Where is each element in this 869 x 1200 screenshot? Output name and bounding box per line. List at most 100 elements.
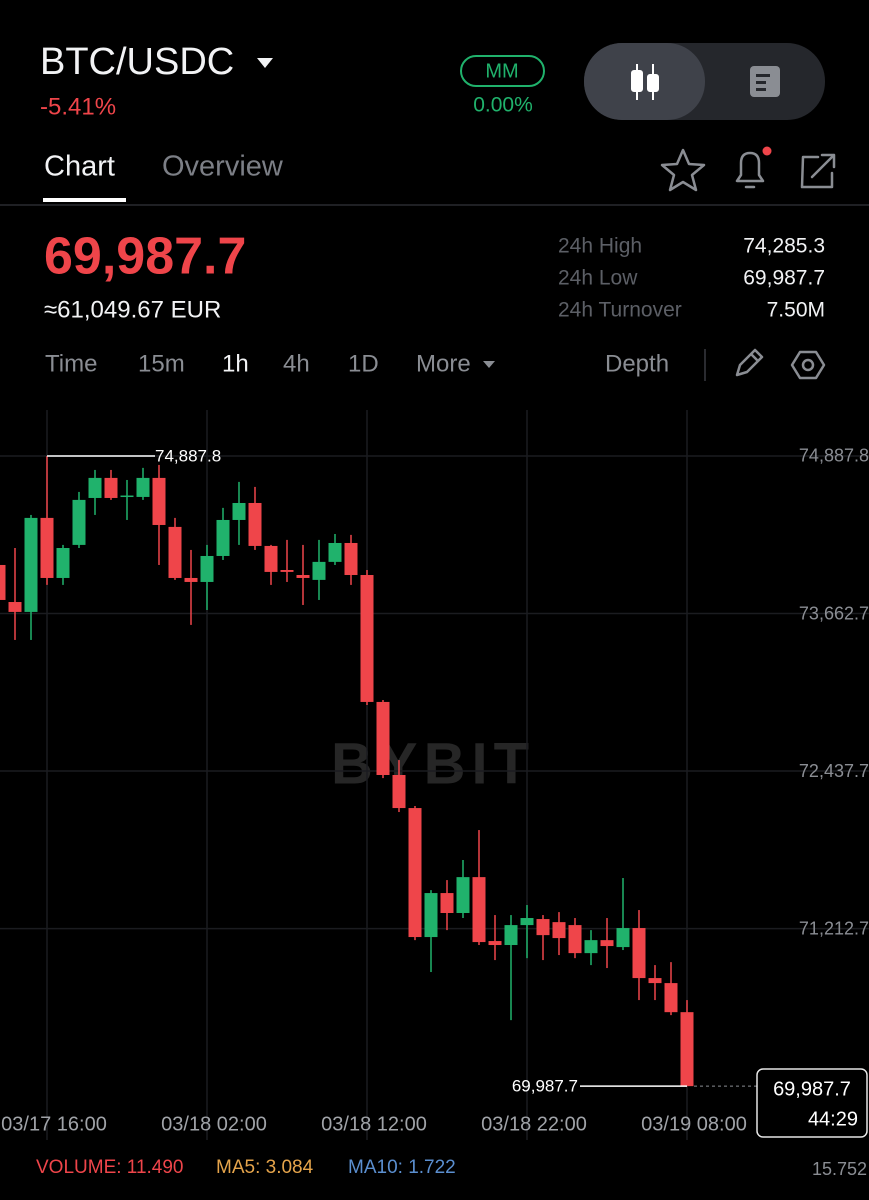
candle-body — [616, 928, 630, 948]
candle-body — [312, 561, 326, 580]
candle-body — [488, 941, 502, 946]
pair-dropdown[interactable] — [257, 58, 273, 68]
candle-body — [568, 925, 582, 954]
interval-tab[interactable]: 1D — [348, 350, 379, 377]
candle-body — [264, 545, 278, 572]
ma5-label: MA5: 3.084 — [216, 1157, 314, 1178]
interval-tab[interactable]: 1h — [222, 350, 249, 377]
candle-view-button[interactable] — [584, 43, 705, 120]
candle-body — [120, 495, 134, 498]
tab-overview[interactable]: Overview — [162, 151, 284, 183]
candle-body — [104, 477, 118, 498]
candle-icon — [631, 64, 659, 100]
interval-tab[interactable]: 15m — [138, 350, 185, 377]
draw-icon[interactable] — [735, 348, 764, 377]
x-tick-label: 03/19 08:00 — [641, 1113, 747, 1135]
watermark: BYBIT — [331, 731, 535, 796]
converted-price: ≈61,049.67 EUR — [44, 296, 221, 323]
candle-body — [184, 577, 198, 582]
candle-body — [152, 477, 166, 525]
candle-body — [200, 555, 214, 582]
ma10-label: MA10: 1.722 — [348, 1157, 456, 1178]
mm-label: MM — [485, 60, 518, 82]
candle-body — [456, 877, 470, 913]
candle-body — [600, 940, 614, 947]
y-tick-label: 72,437.7 — [799, 761, 869, 781]
stat-label: 24h High — [558, 235, 642, 258]
candle-body — [280, 569, 294, 572]
candle-body — [392, 774, 406, 809]
y-tick-label: 71,212.7 — [799, 918, 869, 938]
volume-label: VOLUME: 11.490 — [36, 1157, 184, 1178]
low-label: 69,987.7 — [512, 1077, 578, 1096]
tab-underline — [43, 198, 126, 202]
stat-value: 74,285.3 — [743, 235, 825, 258]
alert-icon[interactable] — [735, 146, 772, 189]
countdown: 44:29 — [808, 1108, 858, 1130]
candle-body — [40, 517, 54, 578]
candle-body — [504, 925, 518, 946]
stat-label: 24h Low — [558, 267, 638, 290]
candle-body — [536, 919, 550, 936]
candle-body — [168, 526, 182, 578]
x-tick-label: 03/18 22:00 — [481, 1113, 587, 1135]
candle-body — [24, 517, 38, 612]
candle-body — [88, 477, 102, 498]
chart: BYBIT 03/17 16:00 03/18 02:00 03/18 12:00 03… — [0, 410, 869, 1140]
tab-chart[interactable]: Chart — [44, 151, 115, 183]
candle-body — [408, 808, 422, 938]
x-tick-label: 03/18 12:00 — [321, 1113, 427, 1135]
candle-body — [136, 477, 150, 497]
mm-badge[interactable] — [460, 55, 545, 87]
pair[interactable]: BTC/USDC — [40, 41, 234, 83]
share-icon[interactable] — [800, 153, 836, 189]
high-label: 74,887.8 — [155, 446, 221, 465]
candle-body — [520, 918, 534, 926]
price-tag-box — [756, 1068, 868, 1138]
candle-body — [376, 701, 390, 775]
more-caret[interactable] — [483, 361, 495, 368]
stat-value: 7.50M — [767, 299, 825, 322]
candle-body — [648, 978, 662, 984]
list-view-button[interactable] — [750, 66, 780, 97]
x-tick-label: 03/18 02:00 — [161, 1113, 267, 1135]
candle-body — [296, 575, 310, 578]
candle-body — [680, 1012, 694, 1087]
candle-body — [248, 502, 262, 546]
candle-body — [664, 983, 678, 1013]
x-tick-label: 03/17 16:00 — [1, 1113, 107, 1135]
mm-value: 0.00% — [473, 94, 533, 117]
candle-body — [328, 542, 342, 562]
indicators: VOLUME: 11.490 MA5: 3.084 MA10: 1.722 15… — [36, 1157, 867, 1179]
interval-tab[interactable]: Depth — [605, 350, 669, 377]
candle-body — [440, 893, 454, 913]
stat-label: 24h Turnover — [558, 299, 682, 322]
interval-tab[interactable]: 4h — [283, 350, 310, 377]
candle-body — [0, 564, 6, 600]
y-tick-label: 74,887.8 — [799, 446, 869, 466]
candle-body — [56, 548, 70, 578]
settings-icon[interactable] — [790, 350, 826, 380]
candle-body — [552, 922, 566, 939]
candle-body — [632, 928, 646, 979]
candle-body — [344, 542, 358, 576]
candle-body — [584, 940, 598, 954]
candle-body — [232, 502, 246, 520]
candle-body — [472, 877, 486, 943]
change: -5.41% — [40, 93, 116, 120]
stat-value: 69,987.7 — [743, 267, 825, 290]
last-price: 69,987.7 — [44, 228, 246, 286]
candle-body — [216, 519, 230, 556]
candle-body — [8, 602, 22, 612]
candle-body — [360, 575, 374, 702]
candle-body — [424, 893, 438, 938]
candle-body — [72, 499, 86, 545]
y-tick-label: 73,662.7 — [799, 603, 869, 623]
favorite-icon[interactable] — [660, 148, 706, 192]
interval-tab[interactable]: Time — [45, 350, 97, 377]
interval-tab[interactable]: More — [416, 350, 471, 377]
volume-axis-label: 15.752 — [812, 1159, 867, 1179]
